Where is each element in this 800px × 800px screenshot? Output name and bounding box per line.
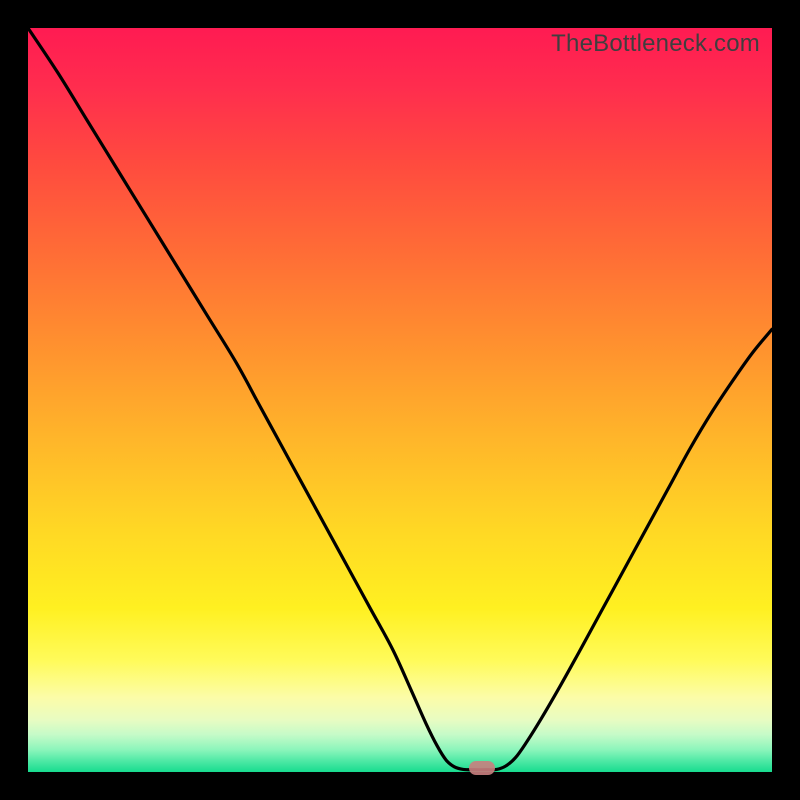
watermark-text: TheBottleneck.com [551, 30, 760, 58]
curve-path [28, 28, 772, 770]
bottleneck-curve [28, 28, 772, 772]
chart-frame: TheBottleneck.com [0, 0, 800, 800]
optimum-marker [469, 761, 495, 775]
plot-area [28, 28, 772, 772]
